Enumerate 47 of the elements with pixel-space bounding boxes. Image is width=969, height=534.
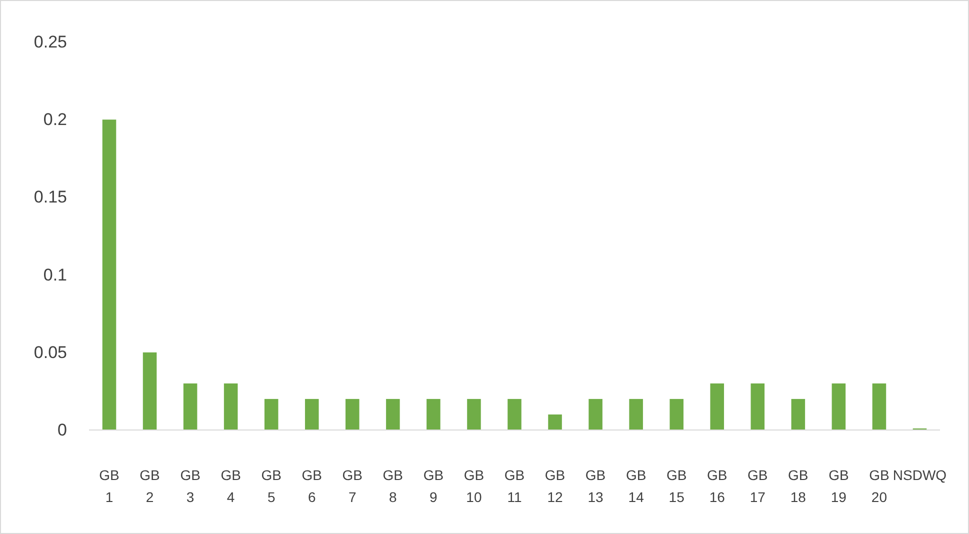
bar	[142, 352, 157, 430]
x-tick-label: GB 12	[544, 467, 566, 505]
bar	[304, 398, 319, 430]
x-tick-label: GB 18	[788, 467, 808, 505]
x-tick-label: GB 3	[180, 467, 200, 505]
y-tick-label: 0.15	[34, 188, 67, 207]
bar	[872, 383, 886, 430]
bar	[548, 414, 562, 430]
x-tick-label: NSDWQ	[892, 467, 947, 483]
bar	[386, 398, 400, 430]
bar	[670, 398, 684, 430]
y-tick-label: 0.2	[43, 110, 67, 130]
x-tick-label: GB 9	[423, 467, 444, 505]
y-tick-label: 0	[58, 420, 67, 440]
x-tick-label: GB 16	[707, 467, 728, 505]
x-tick-label: GB 7	[342, 467, 363, 505]
x-tick-label: GB 4	[220, 467, 241, 505]
x-tick-label: GB 14	[626, 467, 646, 505]
x-tick-label: GB 11	[504, 467, 525, 505]
x-tick-label: GB 5	[261, 467, 282, 505]
bar	[102, 120, 116, 430]
bar	[346, 398, 360, 430]
bar	[264, 398, 278, 430]
bar	[710, 383, 724, 430]
x-tick-label: GB 6	[302, 467, 322, 505]
x-tick-label: GB 20	[869, 467, 890, 505]
x-tick-label: GB 19	[828, 467, 849, 505]
x-tick-label: GB 13	[585, 467, 606, 505]
bar	[426, 398, 440, 430]
bar	[588, 398, 602, 430]
x-tick-label: GB 15	[666, 467, 687, 505]
x-tick-label: GB 2	[140, 467, 160, 505]
bar	[832, 383, 846, 430]
x-tick-label: GB 1	[99, 467, 120, 505]
x-tick-label: GB 17	[748, 467, 768, 505]
x-tick-label: GB 10	[464, 467, 484, 505]
x-tick-label: GB 8	[382, 467, 404, 505]
y-tick-label: 0.25	[34, 32, 67, 52]
bar	[750, 383, 765, 430]
bar	[224, 383, 238, 430]
y-tick-label: 0.05	[34, 342, 67, 362]
bar	[183, 383, 198, 430]
bar	[629, 398, 643, 430]
bar	[508, 398, 522, 430]
y-tick-label: 0.1	[43, 265, 67, 284]
bar	[791, 398, 806, 430]
bar	[467, 398, 481, 430]
